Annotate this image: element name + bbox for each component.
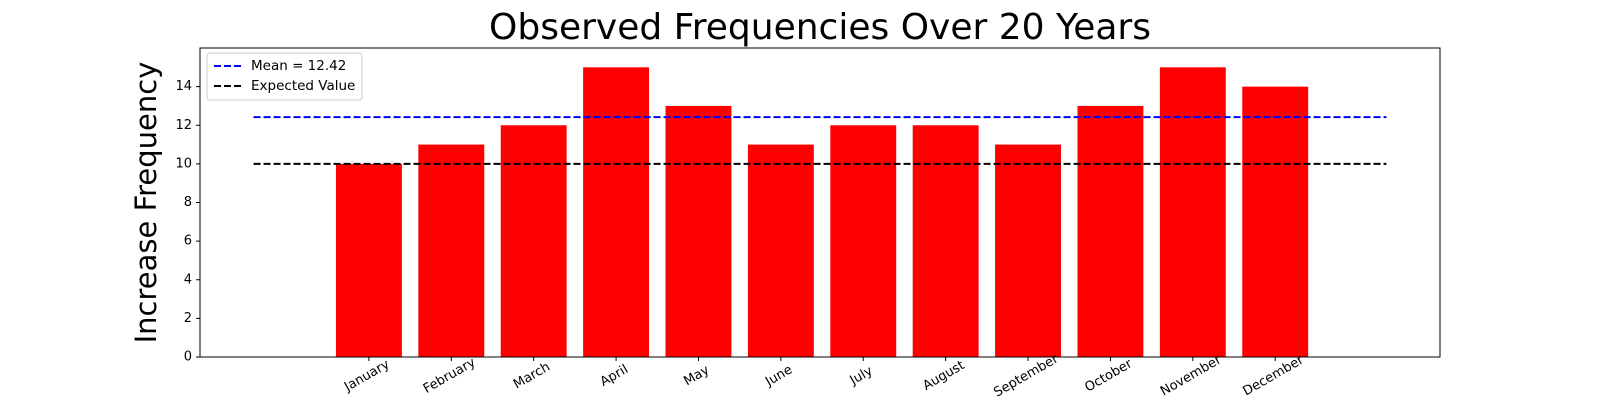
bar-may	[665, 105, 732, 357]
bar-october	[1077, 105, 1144, 357]
legend: Mean = 12.42 Expected Value	[206, 52, 363, 101]
x-axis-ticks: January February March April May June July Augu…	[341, 351, 1307, 400]
x-tick-label: August	[920, 358, 967, 394]
x-tick-label: November	[1158, 352, 1225, 399]
bar-june	[747, 144, 814, 357]
y-tick-label: 8	[184, 195, 192, 210]
x-tick-label: June	[762, 362, 795, 390]
legend-label: Mean = 12.42	[251, 58, 346, 74]
y-tick-label: 6	[184, 234, 192, 249]
bars-layer	[335, 67, 1309, 357]
bar-april	[583, 67, 650, 357]
chart-title: Observed Frequencies Over 20 Years	[489, 7, 1151, 48]
y-tick-label: 10	[175, 156, 192, 171]
bar-february	[418, 144, 485, 357]
y-tick-label: 2	[184, 311, 192, 326]
bar-december	[1242, 86, 1309, 357]
bar-november	[1159, 67, 1226, 357]
x-tick-label: May	[681, 363, 712, 390]
x-tick-label: February	[421, 355, 479, 397]
x-tick-label: October	[1082, 356, 1135, 395]
bar-august	[912, 125, 979, 357]
y-tick-label: 0	[184, 350, 192, 365]
y-tick-label: 4	[184, 272, 192, 287]
y-tick-label: 14	[175, 79, 192, 94]
x-tick-label: January	[341, 357, 392, 395]
y-axis-ticks: 0 2 4 6 8 10 12 14	[175, 79, 200, 365]
x-tick-label: September	[991, 351, 1061, 400]
bar-march	[500, 125, 567, 357]
x-tick-label: March	[511, 360, 553, 393]
legend-box	[206, 52, 363, 101]
x-tick-label: April	[598, 362, 631, 390]
x-tick-label: July	[847, 363, 876, 388]
x-tick-label: December	[1241, 352, 1307, 399]
bar-january	[335, 163, 402, 357]
reference-lines-layer	[253, 116, 1387, 165]
y-axis-label: Increase Frequency	[129, 62, 163, 344]
bar-september	[995, 144, 1061, 357]
bar-july	[830, 125, 897, 357]
legend-label: Expected Value	[251, 78, 355, 94]
y-tick-label: 12	[175, 118, 192, 133]
